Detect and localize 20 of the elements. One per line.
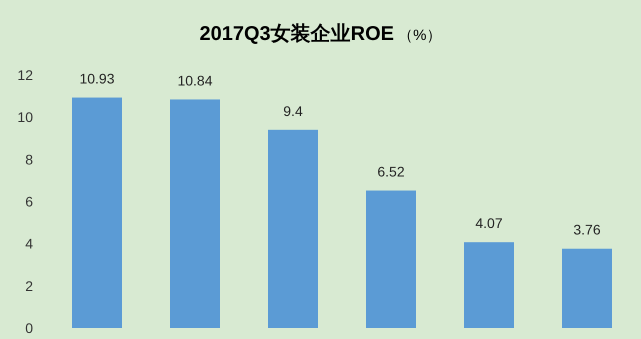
y-tick-label: 12 bbox=[17, 67, 34, 83]
bar bbox=[72, 98, 122, 328]
y-tick-label: 2 bbox=[25, 278, 34, 294]
chart-title: 2017Q3女装企业ROE （%） bbox=[199, 23, 442, 45]
data-label: 6.52 bbox=[377, 164, 405, 180]
y-tick-label: 6 bbox=[25, 194, 34, 210]
bar bbox=[170, 99, 220, 328]
data-label: 10.93 bbox=[79, 70, 115, 87]
y-tick-label: 8 bbox=[25, 151, 34, 168]
bar bbox=[562, 248, 612, 328]
y-tick-label: 10 bbox=[17, 109, 34, 126]
data-label: 9.4 bbox=[283, 102, 303, 119]
y-tick-label: 4 bbox=[25, 236, 34, 252]
y-tick-label: 0 bbox=[25, 320, 34, 336]
data-label: 3.76 bbox=[573, 222, 601, 238]
bar bbox=[464, 242, 514, 328]
data-label: 4.07 bbox=[475, 215, 503, 232]
bar bbox=[268, 130, 318, 328]
data-label: 10.84 bbox=[177, 72, 213, 88]
bar bbox=[366, 190, 416, 328]
